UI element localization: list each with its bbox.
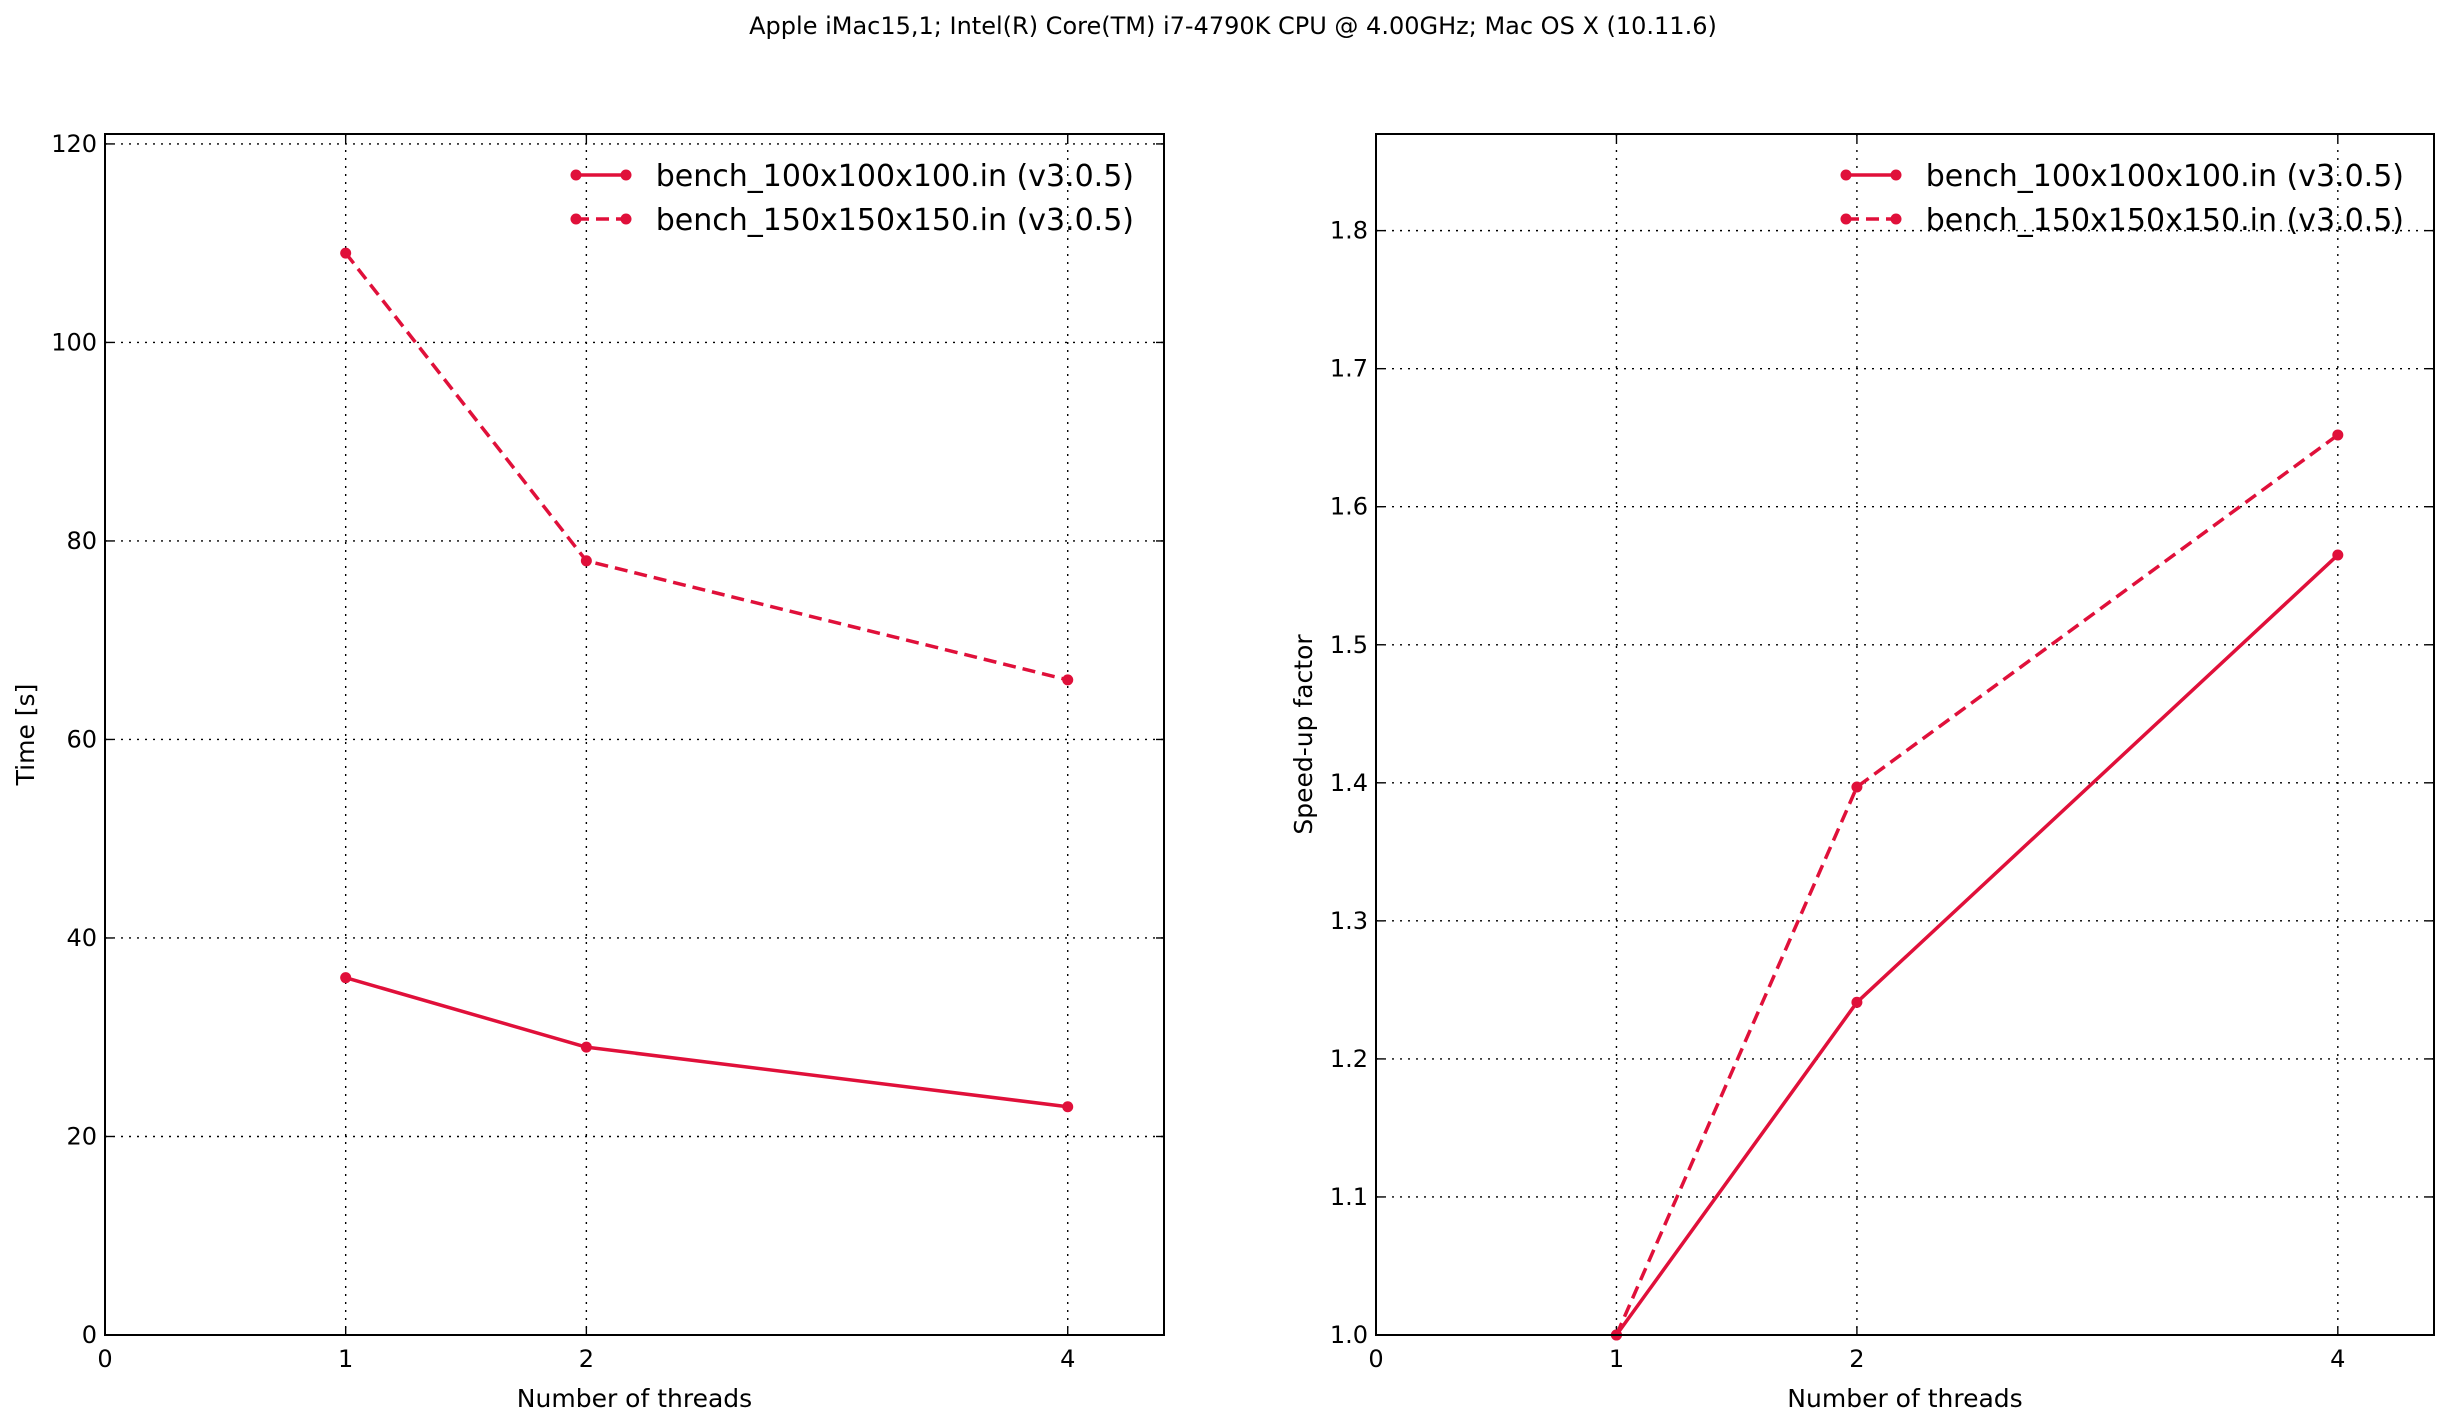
- data-point: [1062, 1101, 1074, 1113]
- data-point: [1851, 781, 1863, 793]
- legend-marker: [1890, 213, 1902, 225]
- plot-frame: [1375, 133, 2435, 1336]
- x-tick-label: 0: [1368, 1345, 1383, 1373]
- figure-suptitle: Apple iMac15,1; Intel(R) Core(TM) i7-479…: [749, 12, 1717, 40]
- y-tick-label: 1.7: [1330, 355, 1368, 383]
- y-tick-label: 40: [66, 924, 97, 952]
- legend-entry-label: bench_150x150x150.in (v3.0.5): [1926, 203, 2404, 238]
- y-tick-label: 1.8: [1330, 217, 1368, 245]
- data-point: [340, 247, 352, 259]
- legend-marker: [1890, 169, 1902, 181]
- x-tick-label: 2: [579, 1345, 594, 1373]
- x-axis-label: Number of threads: [517, 1384, 752, 1413]
- x-tick-label: 0: [97, 1345, 112, 1373]
- y-tick-label: 1.4: [1330, 769, 1368, 797]
- data-point: [2332, 429, 2344, 441]
- legend-marker: [570, 169, 582, 181]
- y-tick-label: 80: [66, 527, 97, 555]
- legend-marker: [620, 169, 632, 181]
- legend-marker: [1840, 213, 1852, 225]
- x-tick-label: 4: [1060, 1345, 1075, 1373]
- y-tick-label: 1.3: [1330, 907, 1368, 935]
- legend-marker: [1840, 169, 1852, 181]
- legend-entry-label: bench_150x150x150.in (v3.0.5): [656, 203, 1134, 238]
- speedup-chart-panel: 0 1 2 4 1.0 1.1 1.2 1.3 1.4 1.5 1.6 1.7 1.8 Number of…: [1289, 133, 2435, 1413]
- y-axis-label: Time [s]: [11, 684, 40, 787]
- y-tick-label: 60: [66, 725, 97, 753]
- data-point: [340, 972, 352, 984]
- y-tick-label: 1.0: [1330, 1321, 1368, 1349]
- x-tick-label: 1: [1609, 1345, 1624, 1373]
- legend-entry-label: bench_100x100x100.in (v3.0.5): [1926, 159, 2404, 194]
- y-tick-label: 20: [66, 1122, 97, 1150]
- plot-frame: [104, 133, 1165, 1336]
- y-tick-label: 1.6: [1330, 493, 1368, 521]
- y-tick-label: 1.1: [1330, 1183, 1368, 1211]
- legend-marker: [620, 213, 632, 225]
- data-point: [1062, 674, 1074, 686]
- data-point: [580, 555, 592, 567]
- y-tick-label: 0: [82, 1321, 97, 1349]
- legend-marker: [570, 213, 582, 225]
- data-point: [580, 1041, 592, 1053]
- data-point: [2332, 549, 2344, 561]
- x-axis-label: Number of threads: [1787, 1384, 2022, 1413]
- data-point: [1851, 996, 1863, 1008]
- y-tick-label: 100: [51, 328, 97, 356]
- y-tick-label: 1.5: [1330, 631, 1368, 659]
- legend-entry-label: bench_100x100x100.in (v3.0.5): [656, 159, 1134, 194]
- y-tick-label: 120: [51, 130, 97, 158]
- x-tick-label: 4: [2330, 1345, 2345, 1373]
- x-tick-label: 2: [1849, 1345, 1864, 1373]
- x-tick-label: 1: [338, 1345, 353, 1373]
- y-axis-label: Speed-up factor: [1289, 634, 1318, 835]
- y-tick-label: 1.2: [1330, 1045, 1368, 1073]
